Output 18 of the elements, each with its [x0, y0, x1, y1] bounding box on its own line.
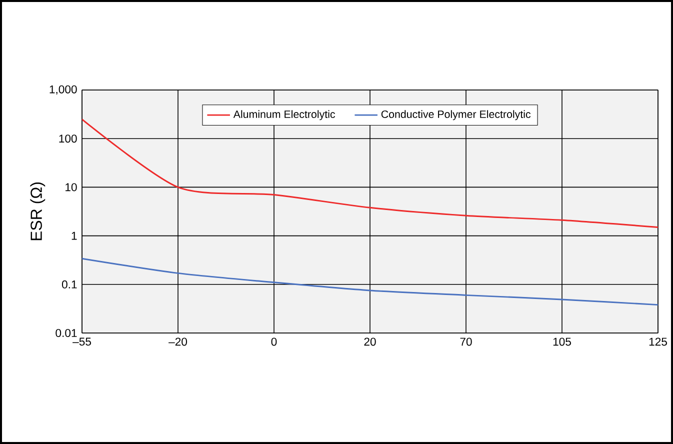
y-tick-label: 0.01 [56, 329, 77, 338]
x-tick-label: 70 [460, 338, 472, 346]
y-tick-label: 0.1 [62, 280, 77, 288]
x-tick-label: 20 [364, 338, 376, 346]
y-axis-title: ESR (Ω) [30, 182, 46, 240]
line-series [82, 258, 658, 306]
y-tick-label: 1,000 [50, 85, 77, 95]
x-tick-label: 0 [271, 338, 277, 346]
x-tick-label: –20 [168, 338, 188, 346]
x-tick-label: 105 [553, 338, 571, 346]
y-tick-label: 10 [66, 183, 77, 192]
x-tick-label: –55 [72, 338, 91, 346]
x-tick-label: 125 [649, 338, 667, 346]
y-tick-label: 1 [72, 232, 77, 240]
line-series [82, 118, 658, 228]
legend-label: Aluminum Electrolytic [233, 110, 336, 120]
legend-label: Conductive Polymer Electrolytic [381, 110, 531, 120]
y-tick-label: 100 [59, 134, 77, 143]
